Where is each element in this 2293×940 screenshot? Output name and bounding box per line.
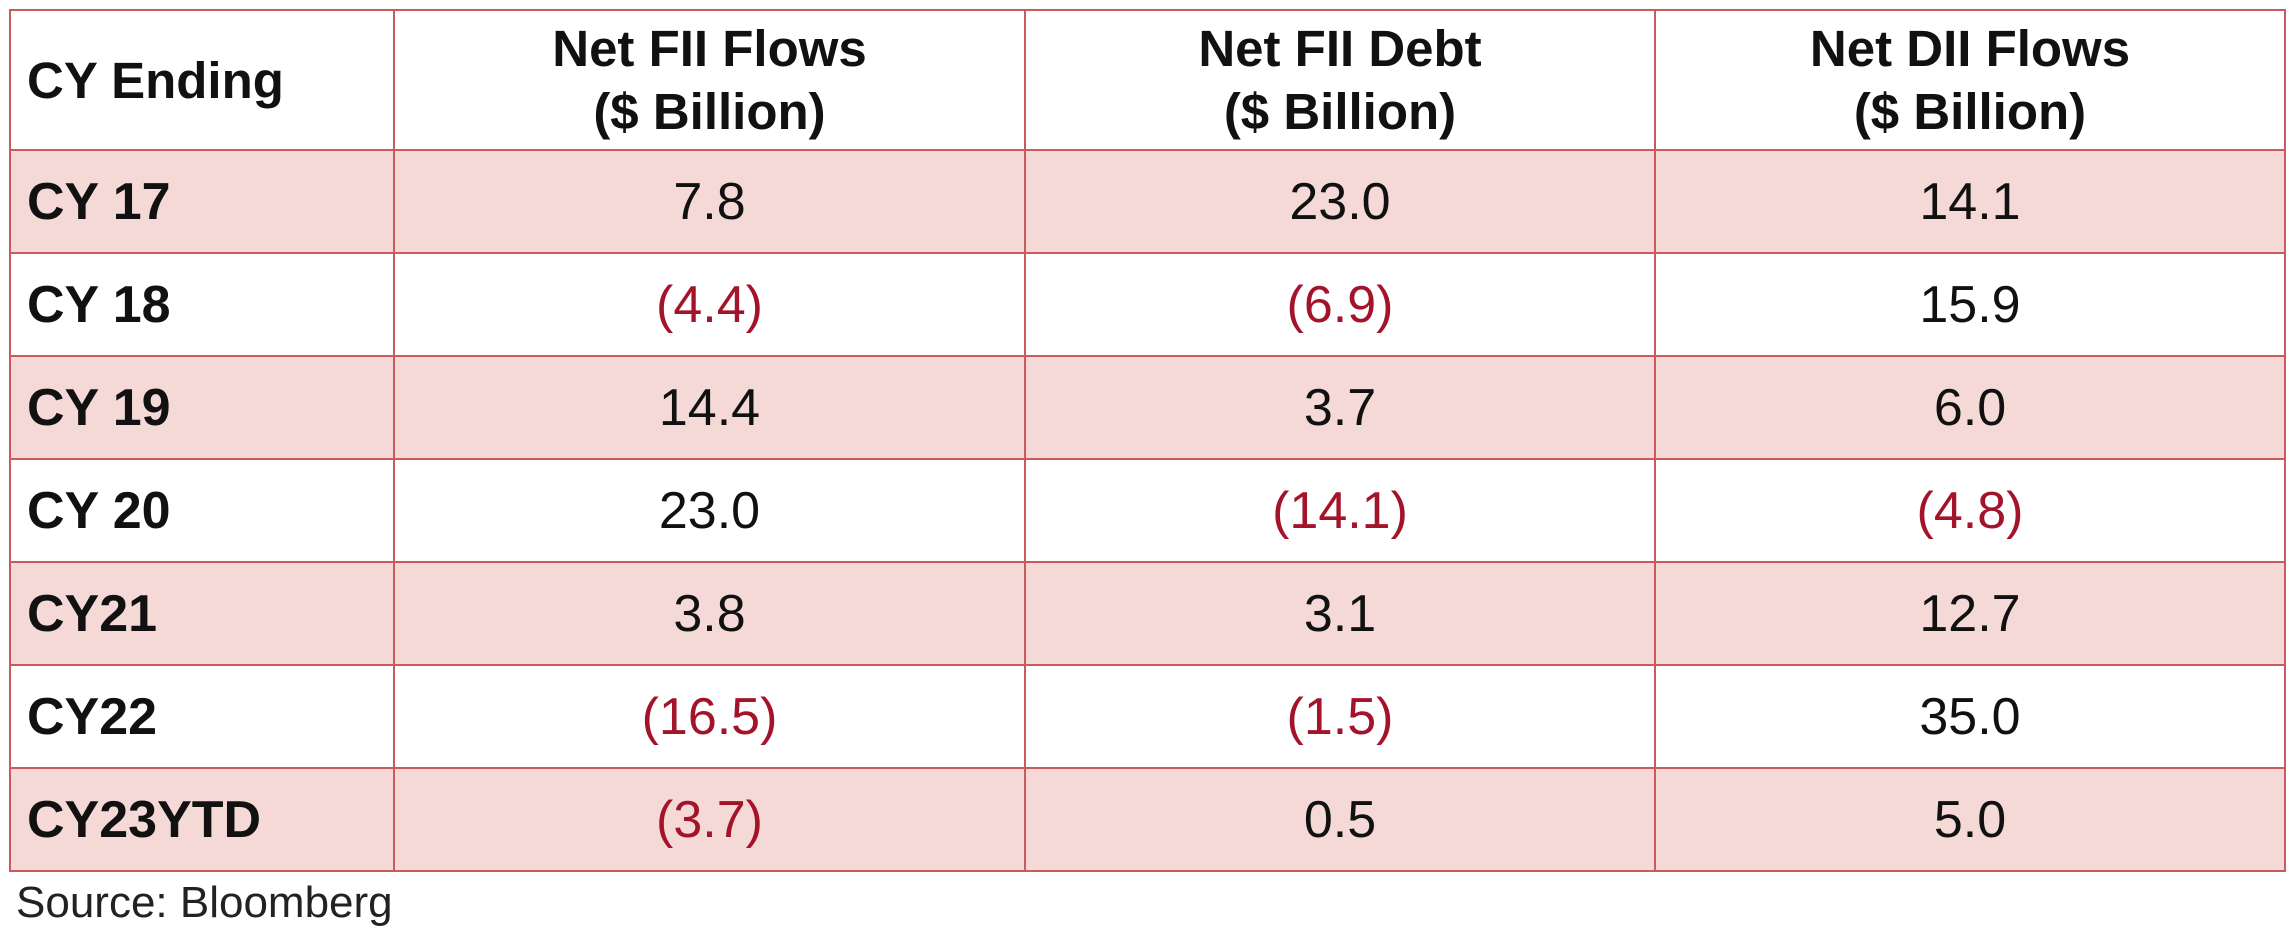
header-net-fii-debt-title: Net FII Debt	[1198, 20, 1482, 77]
cell-net-fii-flows: 14.4	[393, 355, 1026, 460]
cell-value: 14.4	[658, 378, 761, 437]
cell-net-fii-debt: 3.7	[1024, 355, 1656, 460]
cell-value: 3.8	[673, 584, 746, 643]
cell-net-fii-debt: 3.1	[1024, 561, 1656, 666]
cell-net-fii-debt: (14.1)	[1024, 458, 1656, 563]
row-label: CY21	[27, 584, 158, 643]
cell-value: 3.1	[1303, 584, 1377, 643]
cell-value: (4.8)	[1916, 481, 2024, 540]
cell-value: (14.1)	[1272, 481, 1408, 540]
cell-net-dii-flows: (4.8)	[1654, 458, 2286, 563]
row-label-cell: CY23YTD	[9, 767, 395, 872]
table-row: CY23YTD (3.7) 0.5 5.0	[9, 767, 2286, 872]
header-cy-ending-label: CY Ending	[27, 51, 284, 109]
cell-value: (4.4)	[656, 275, 763, 334]
header-net-dii-flows-title: Net DII Flows	[1809, 20, 2131, 77]
row-label: CY23YTD	[27, 790, 262, 849]
cell-value: (16.5)	[641, 687, 778, 746]
cell-value: 23.0	[658, 481, 761, 540]
table-row: CY 19 14.4 3.7 6.0	[9, 355, 2286, 460]
cell-value: 0.5	[1303, 790, 1377, 849]
cell-net-fii-debt: 23.0	[1024, 149, 1656, 254]
row-label: CY 18	[27, 275, 171, 334]
row-label: CY 19	[27, 378, 171, 437]
table-header: CY Ending Net FII Flows ($ Billion) Net …	[9, 9, 2286, 151]
header-net-dii-flows: Net DII Flows ($ Billion)	[1654, 9, 2286, 151]
cell-value: 23.0	[1289, 172, 1391, 231]
row-label-cell: CY 19	[9, 355, 395, 460]
cell-value: 5.0	[1933, 790, 2007, 849]
cell-value: 14.1	[1919, 172, 2021, 231]
cell-net-fii-flows: 7.8	[393, 149, 1026, 254]
table-row: CY 20 23.0 (14.1) (4.8)	[9, 458, 2286, 563]
row-label: CY 17	[27, 172, 171, 231]
row-label: CY 20	[27, 481, 171, 540]
cell-value: 6.0	[1933, 378, 2007, 437]
cell-net-fii-flows: (3.7)	[393, 767, 1026, 872]
header-net-dii-flows-unit: ($ Billion)	[1853, 83, 2087, 140]
cell-net-dii-flows: 6.0	[1654, 355, 2286, 460]
row-label-cell: CY21	[9, 561, 395, 666]
cell-value: (1.5)	[1286, 687, 1394, 746]
table-row: CY 18 (4.4) (6.9) 15.9	[9, 252, 2286, 357]
header-net-fii-flows: Net FII Flows ($ Billion)	[393, 9, 1026, 151]
cell-value: 7.8	[673, 172, 746, 231]
table-row: CY 17 7.8 23.0 14.1	[9, 149, 2286, 254]
table-row: CY21 3.8 3.1 12.7	[9, 561, 2286, 666]
cell-net-dii-flows: 5.0	[1654, 767, 2286, 872]
cell-net-fii-flows: 23.0	[393, 458, 1026, 563]
table-row: CY22 (16.5) (1.5) 35.0	[9, 664, 2286, 769]
cell-net-dii-flows: 14.1	[1654, 149, 2286, 254]
cell-value: 35.0	[1919, 687, 2021, 746]
cell-net-dii-flows: 15.9	[1654, 252, 2286, 357]
cell-net-fii-debt: (1.5)	[1024, 664, 1656, 769]
row-label-cell: CY 17	[9, 149, 395, 254]
cell-value: 3.7	[1303, 378, 1377, 437]
header-net-fii-flows-title: Net FII Flows	[552, 20, 867, 77]
source-note: Source: Bloomberg	[16, 878, 393, 927]
cell-net-dii-flows: 12.7	[1654, 561, 2286, 666]
cell-value: (6.9)	[1286, 275, 1394, 334]
cell-net-dii-flows: 35.0	[1654, 664, 2286, 769]
row-label: CY22	[27, 687, 158, 746]
cell-net-fii-debt: (6.9)	[1024, 252, 1656, 357]
row-label-cell: CY22	[9, 664, 395, 769]
cell-net-fii-flows: (16.5)	[393, 664, 1026, 769]
header-cy-ending: CY Ending	[9, 9, 395, 151]
header-net-fii-debt: Net FII Debt ($ Billion)	[1024, 9, 1656, 151]
row-label-cell: CY 18	[9, 252, 395, 357]
row-label-cell: CY 20	[9, 458, 395, 563]
cell-value: 12.7	[1919, 584, 2021, 643]
cell-value: 15.9	[1919, 275, 2021, 334]
header-net-fii-debt-unit: ($ Billion)	[1223, 83, 1457, 140]
flows-table: CY Ending Net FII Flows ($ Billion) Net …	[9, 9, 2286, 872]
flows-table-container: CY Ending Net FII Flows ($ Billion) Net …	[9, 9, 2286, 872]
cell-net-fii-flows: (4.4)	[393, 252, 1026, 357]
cell-net-fii-debt: 0.5	[1024, 767, 1656, 872]
table-body: CY 17 7.8 23.0 14.1 CY 18 (4.4) (6.9) 15.9 CY 19…	[9, 149, 2286, 872]
cell-net-fii-flows: 3.8	[393, 561, 1026, 666]
header-net-fii-flows-unit: ($ Billion)	[593, 83, 826, 140]
cell-value: (3.7)	[656, 790, 763, 849]
header-row: CY Ending Net FII Flows ($ Billion) Net …	[9, 9, 2286, 151]
